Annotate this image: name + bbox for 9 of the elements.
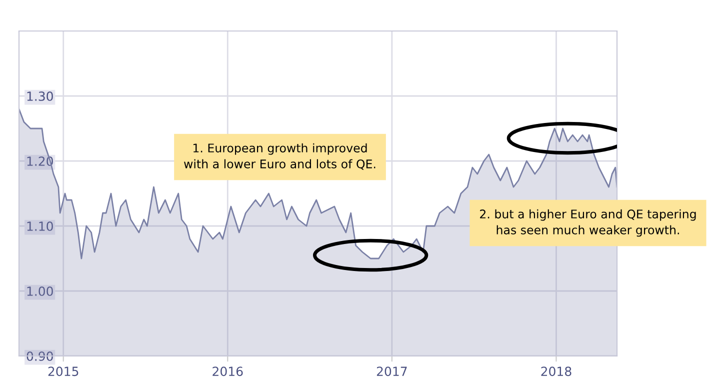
x-tick-label: 2016 <box>212 366 243 376</box>
annotation: 1. European growth improved with a lower Euro and lots of QE. <box>184 143 376 170</box>
y-tick-label: 1.10 <box>27 221 53 231</box>
annotation: 2. but a higher Euro and QE tapering has seen much weaker growth. <box>480 209 696 237</box>
y-tick-label: 1.30 <box>27 91 53 101</box>
y-tick-label: 1.00 <box>27 286 53 296</box>
x-tick-label: 2017 <box>376 366 407 376</box>
x-tick-label: 2018 <box>541 366 572 376</box>
x-tick-label: 2015 <box>48 366 78 376</box>
